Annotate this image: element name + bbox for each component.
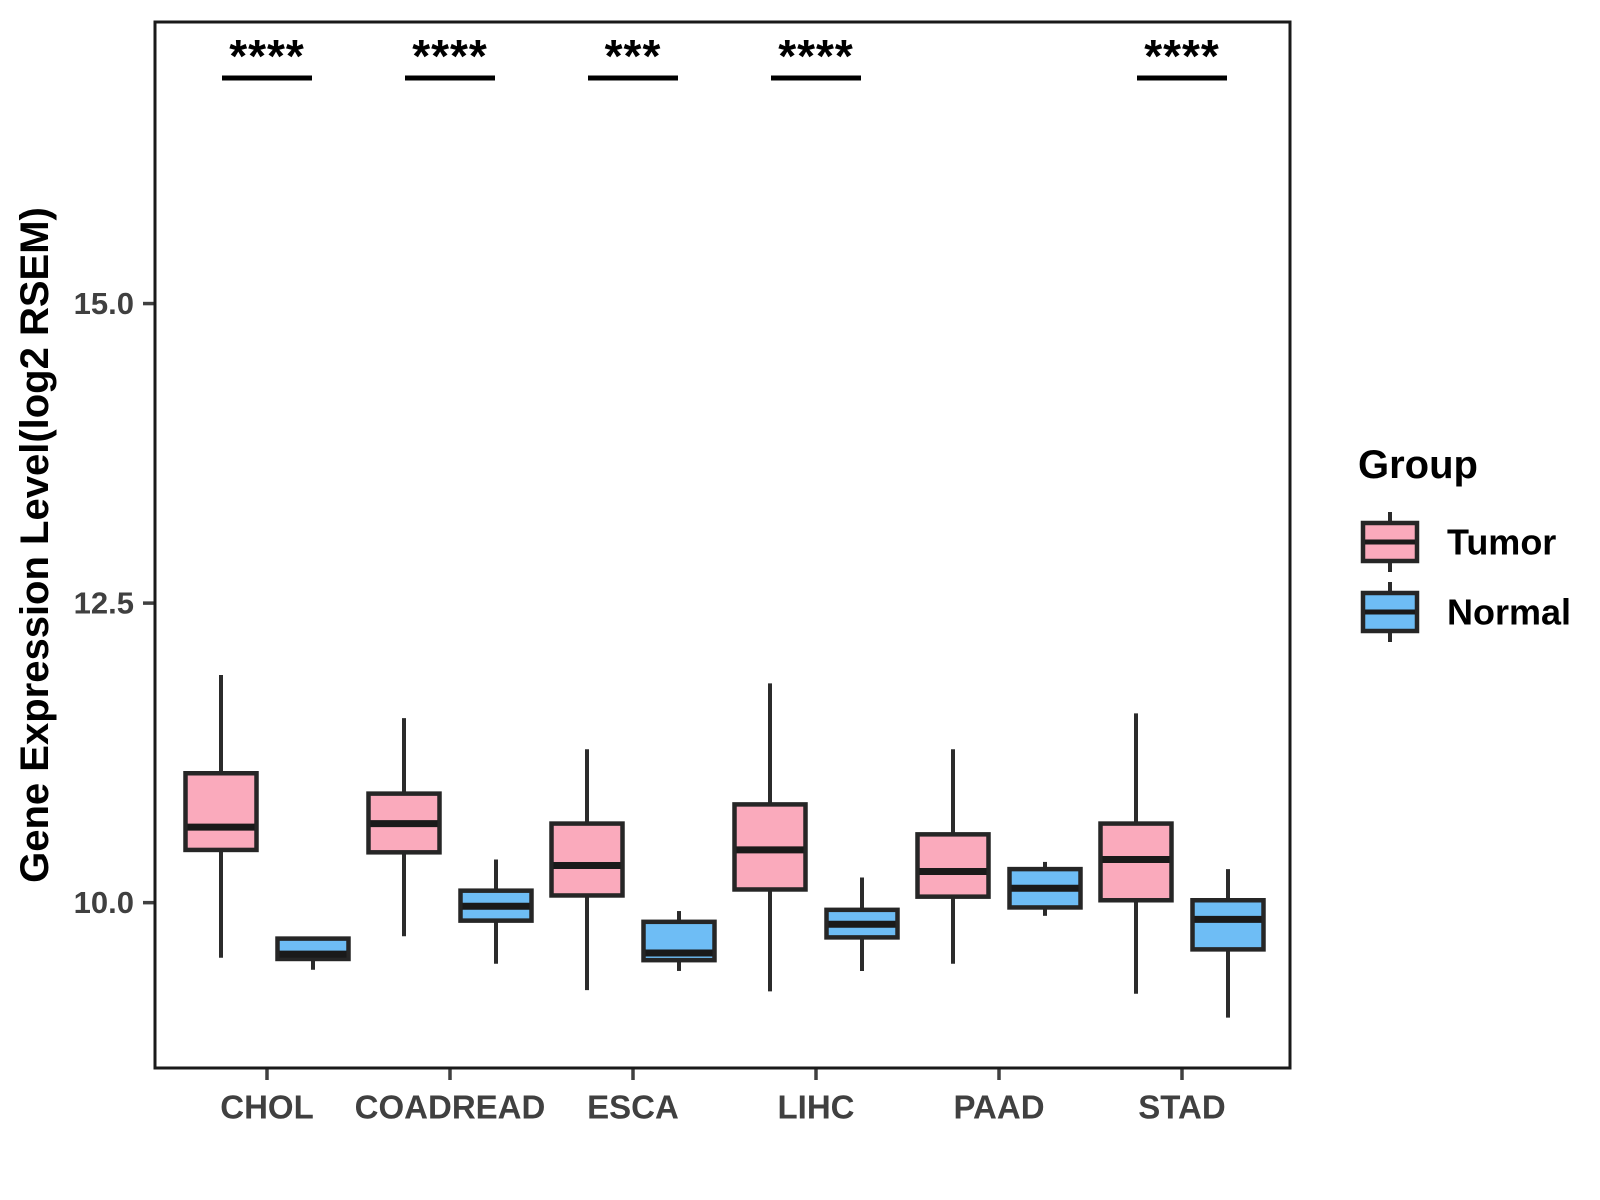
y-tick-label: 12.5 xyxy=(74,586,134,621)
significance-stars: **** xyxy=(778,30,854,82)
significance-CHOL: **** xyxy=(222,30,312,82)
boxplot-normal-PAAD xyxy=(1007,861,1083,916)
boxplot-normal-COADREAD xyxy=(458,859,534,964)
x-tick-label-LIHC: LIHC xyxy=(778,1089,855,1126)
significance-STAD: **** xyxy=(1137,30,1227,82)
boxplot-normal-ESCA xyxy=(641,911,717,971)
significance-stars: **** xyxy=(412,30,488,82)
boxplot-normal-STAD xyxy=(1190,869,1266,1018)
legend-label-tumor: Tumor xyxy=(1447,522,1556,563)
legend-entry-tumor: Tumor xyxy=(1360,512,1556,572)
boxplot-tumor-COADREAD xyxy=(366,718,442,937)
boxplot-tumor-LIHC xyxy=(732,683,808,992)
y-tick-label: 10.0 xyxy=(74,885,134,920)
boxplot-tumor-PAAD xyxy=(915,749,991,964)
boxplot-tumor-ESCA xyxy=(549,749,625,991)
box xyxy=(183,771,259,853)
panel-border xyxy=(153,20,1292,1070)
significance-stars: **** xyxy=(229,30,305,82)
legend-title: Group xyxy=(1358,443,1478,487)
boxplot-normal-CHOL xyxy=(275,936,351,970)
x-tick-label-STAD: STAD xyxy=(1138,1089,1225,1126)
significance-stars: **** xyxy=(1144,30,1220,82)
box xyxy=(458,888,534,923)
box xyxy=(549,821,625,898)
y-axis-title: Gene Expression Level(log2 RSEM) xyxy=(13,207,57,883)
x-tick-label-CHOL: CHOL xyxy=(220,1089,314,1126)
x-tick-label-COADREAD: COADREAD xyxy=(355,1089,546,1126)
significance-COADREAD: **** xyxy=(405,30,495,82)
significance-stars: *** xyxy=(605,30,662,82)
legend: Group Tumor Normal xyxy=(1358,443,1571,642)
boxplot-tumor-CHOL xyxy=(183,675,259,958)
legend-entry-normal: Normal xyxy=(1360,582,1571,642)
y-tick-label: 15.0 xyxy=(74,286,134,321)
boxplot-normal-LIHC xyxy=(824,877,900,971)
legend-label-normal: Normal xyxy=(1447,592,1571,633)
significance-LIHC: **** xyxy=(771,30,861,82)
significance-ESCA: *** xyxy=(588,30,678,82)
boxplot-tumor-STAD xyxy=(1098,713,1174,994)
x-tick-label-PAAD: PAAD xyxy=(953,1089,1044,1126)
box xyxy=(1190,898,1266,952)
box xyxy=(915,832,991,899)
x-tick-label-ESCA: ESCA xyxy=(587,1089,679,1126)
